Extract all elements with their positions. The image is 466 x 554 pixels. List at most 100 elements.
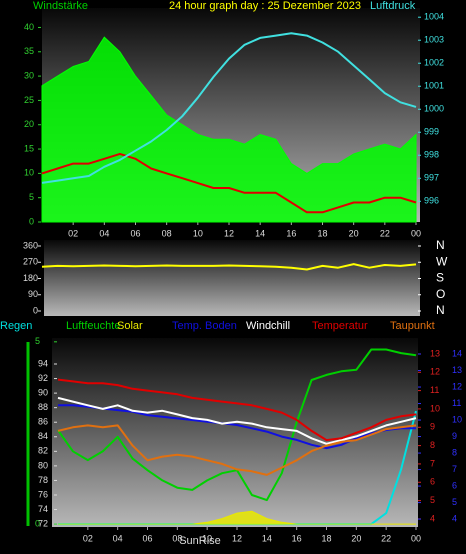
x-tick-label: 20 [351, 533, 361, 543]
x-tick-label: 18 [317, 228, 327, 238]
y-tick-label: 10 [24, 168, 34, 178]
y-tick-label: 25 [24, 95, 34, 105]
y2-tick-label: 7 [430, 458, 435, 468]
x-tick-label: 00 [411, 228, 421, 238]
legend-entry: Windchill [246, 320, 290, 332]
y-tick-label: 76 [38, 489, 48, 499]
y2-tick-label: 12 [430, 367, 440, 377]
y2-tick-label: W [436, 254, 448, 268]
legend-entry: Taupunkt [390, 320, 435, 332]
plot-area [52, 338, 418, 527]
x-tick-label: 00 [411, 533, 421, 543]
x-tick-label: 10 [193, 228, 203, 238]
y-tick-label: 82 [38, 446, 48, 456]
y-tick-label: 80 [38, 460, 48, 470]
yr-tick-label: 0 [35, 518, 40, 528]
x-tick-label: 08 [162, 228, 172, 238]
y2-tick-label: 999 [424, 127, 439, 137]
y-tick-label: 90 [28, 289, 38, 299]
y3-tick-label: 10 [452, 414, 462, 424]
x-tick-label: 06 [130, 228, 140, 238]
x-tick-label: 18 [321, 533, 331, 543]
y2-tick-label: 11 [430, 385, 439, 395]
y-tick-label: 20 [24, 119, 34, 129]
y-tick-label: 74 [38, 504, 48, 514]
y2-tick-label: 1001 [424, 81, 444, 91]
plot-area [44, 240, 420, 316]
y3-tick-label: 4 [452, 513, 457, 523]
series-area [41, 36, 417, 223]
y2-tick-label: 997 [424, 173, 439, 183]
y-tick-label: 90 [38, 387, 48, 397]
series-line [57, 424, 417, 476]
x-tick-label: 22 [381, 533, 391, 543]
y-tick-label: 86 [38, 417, 48, 427]
series-line [41, 152, 417, 214]
y-axis-label: Windstärke [33, 0, 88, 12]
y-tick-label: 270 [23, 257, 38, 267]
y-tick-label: 360 [23, 240, 38, 250]
y2-tick-label: 6 [430, 477, 435, 487]
y-tick-label: 88 [38, 402, 48, 412]
y2-tick-label: 4 [430, 513, 435, 523]
y-tick-label: 94 [38, 358, 48, 368]
x-tick-label: 08 [172, 533, 182, 543]
y2-tick-label: 996 [424, 196, 439, 206]
y-tick-label: 84 [38, 431, 48, 441]
x-tick-label: 12 [224, 228, 234, 238]
y3-tick-label: 12 [452, 381, 462, 391]
y2-tick-label: 13 [430, 348, 440, 358]
y2-tick-label: 1003 [424, 35, 444, 45]
y2-tick-label: 998 [424, 150, 439, 160]
x-tick-label: 14 [262, 533, 272, 543]
series-line [41, 263, 417, 271]
x-tick-label: 02 [68, 228, 78, 238]
y2-tick-label: N [436, 238, 445, 252]
x-tick-label: 04 [113, 533, 123, 543]
y2-tick-label: 1002 [424, 58, 444, 68]
y-tick-label: 0 [33, 305, 38, 315]
y-tick-label: 5 [29, 192, 34, 202]
y2-tick-label: N [436, 303, 445, 317]
legend-entry: Solar [117, 320, 143, 332]
series-area [58, 510, 416, 525]
y-tick-label: 35 [24, 46, 34, 56]
y-tick-label: 180 [23, 273, 38, 283]
y3-tick-label: 6 [452, 480, 457, 490]
y-tick-label: 30 [24, 70, 34, 80]
y3-tick-label: 14 [452, 348, 462, 358]
legend-entry: Temperatur [312, 320, 368, 332]
y2-tick-label: 8 [430, 440, 435, 450]
legend-entry: Luftfeuchte [66, 320, 120, 332]
y3-tick-label: 8 [452, 447, 457, 457]
y2-tick-label: S [436, 271, 444, 285]
y2-tick-label: 10 [430, 403, 440, 413]
y-tick-label: 92 [38, 373, 48, 383]
legend-entry: Regen [0, 320, 32, 332]
x-tick-label: 12 [232, 533, 242, 543]
y3-tick-label: 11 [452, 398, 461, 408]
x-tick-label: 20 [349, 228, 359, 238]
y2-tick-label: 5 [430, 495, 435, 505]
series-line [57, 396, 417, 445]
y2-tick-label: O [436, 287, 445, 301]
y-tick-label: 0 [29, 216, 34, 226]
x-tick-label: 16 [292, 533, 302, 543]
series-line [57, 378, 417, 442]
y3-tick-label: 7 [452, 464, 457, 474]
legend-entry: Temp. Boden [172, 320, 237, 332]
x-tick-label: 16 [286, 228, 296, 238]
chart-title: 24 hour graph day : 25 Dezember 2023 [169, 0, 361, 12]
y2-tick-label: 1000 [424, 104, 444, 114]
y2-tick-label: 9 [430, 422, 435, 432]
y2-tick-label: 1004 [424, 12, 444, 22]
x-tick-label: 22 [380, 228, 390, 238]
y-tick-label: 40 [24, 22, 34, 32]
y2-axis-label: Luftdruck [370, 0, 416, 12]
y3-tick-label: 5 [452, 497, 457, 507]
y3-tick-label: 9 [452, 431, 457, 441]
x-tick-label: 02 [83, 533, 93, 543]
x-tick-label: 04 [99, 228, 109, 238]
